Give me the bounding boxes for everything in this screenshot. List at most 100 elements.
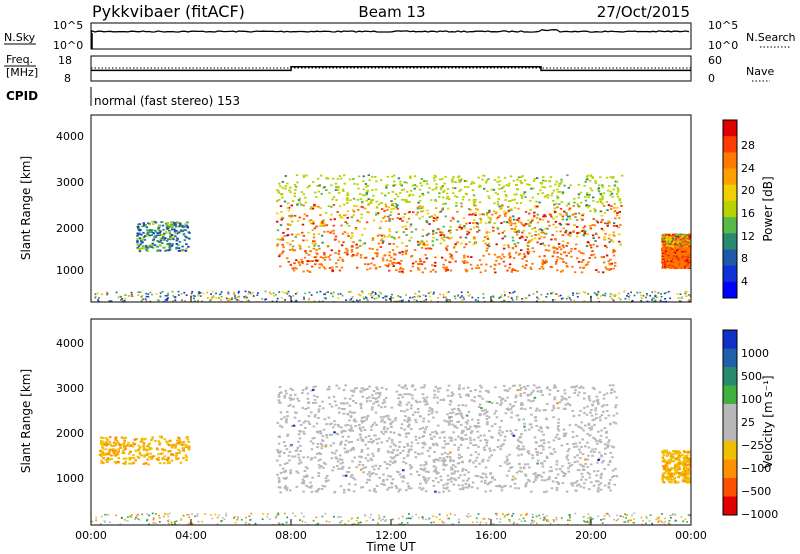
- velocity-cell: [140, 454, 144, 457]
- power-cell: [521, 223, 524, 226]
- power-cell: [365, 185, 368, 188]
- power-speckle: [507, 296, 510, 298]
- velocity-cell: [550, 487, 554, 490]
- velocity-cell: [407, 487, 411, 490]
- power-cell: [470, 256, 473, 258]
- power-cell: [545, 194, 548, 197]
- velocity-cell: [605, 404, 609, 406]
- power-cell: [604, 266, 607, 269]
- power-cell: [387, 235, 390, 238]
- velocity-cell: [582, 429, 585, 432]
- power-cell: [672, 256, 675, 259]
- velocity-cell: [413, 388, 417, 391]
- power-cell: [342, 190, 345, 192]
- power-cell: [618, 233, 621, 236]
- power-cell: [371, 239, 374, 241]
- velocity-cell: [178, 441, 181, 444]
- power-cell: [420, 241, 423, 244]
- power-speckle: [405, 294, 407, 296]
- power-cell: [320, 192, 323, 195]
- power-cell: [681, 237, 684, 240]
- power-cell: [686, 252, 690, 255]
- velocity-cell: [123, 445, 126, 448]
- power-cell: [277, 191, 280, 194]
- velocity-cell: [175, 454, 178, 457]
- velocity-cell: [147, 444, 150, 447]
- power-cell: [392, 265, 395, 267]
- velocity-cell: [509, 408, 513, 411]
- power-cell: [670, 260, 673, 263]
- power-cell: [547, 249, 551, 252]
- power-cell: [411, 184, 415, 187]
- power-cell: [689, 263, 691, 266]
- velocity-cell: [607, 481, 611, 484]
- power-cell: [661, 250, 665, 253]
- velocity-cell: [597, 459, 600, 461]
- velocity-cell: [516, 447, 519, 450]
- power-cell: [165, 227, 169, 230]
- velocity-cell: [541, 479, 544, 482]
- velocity-cell: [373, 421, 377, 424]
- velocity-cell: [407, 485, 411, 488]
- power-cell: [439, 186, 443, 189]
- power-cell: [395, 231, 398, 234]
- power-cell: [597, 187, 600, 190]
- velocity-cell: [395, 390, 399, 393]
- power-cell: [673, 267, 677, 269]
- velocity-cell: [432, 484, 436, 487]
- velocity-cell: [277, 476, 281, 479]
- power-cell: [401, 220, 404, 222]
- velocity-cell: [105, 441, 108, 444]
- colorbar-swatch: [723, 200, 737, 218]
- power-cell: [680, 260, 683, 262]
- power-cell: [684, 244, 687, 247]
- power-cell: [672, 258, 676, 261]
- power-cell: [594, 232, 598, 235]
- power-cell: [317, 177, 320, 180]
- power-cell: [431, 264, 434, 267]
- velocity-cell: [418, 400, 422, 403]
- power-cell: [543, 236, 546, 239]
- power-cell: [597, 271, 600, 273]
- power-cell: [371, 257, 375, 260]
- power-speckle: [677, 297, 680, 299]
- velocity-cell: [132, 457, 136, 460]
- power-cell: [559, 270, 563, 273]
- power-cell: [582, 226, 585, 229]
- velocity-cell: [332, 442, 335, 445]
- power-speckle: [140, 299, 143, 302]
- velocity-cell: [386, 488, 389, 491]
- velocity-cell: [541, 394, 544, 397]
- power-cell: [136, 244, 139, 246]
- power-cell: [466, 233, 469, 236]
- power-cell: [548, 213, 551, 216]
- power-cell: [139, 248, 142, 250]
- velocity-cell: [498, 429, 502, 432]
- power-cell: [517, 217, 521, 220]
- power-cell: [174, 235, 177, 238]
- velocity-cell: [352, 476, 355, 479]
- power-cell: [511, 247, 515, 250]
- power-cell: [474, 212, 477, 214]
- velocity-cell: [129, 457, 132, 460]
- power-cell: [538, 237, 541, 240]
- velocity-cell: [321, 400, 324, 403]
- power-cell: [395, 206, 398, 208]
- power-cell: [434, 261, 437, 264]
- power-cell: [179, 224, 183, 227]
- power-cell: [476, 226, 480, 229]
- power-cell: [448, 237, 451, 240]
- power-cell: [400, 189, 404, 191]
- velocity-cell: [599, 441, 603, 444]
- power-speckle: [504, 300, 507, 302]
- velocity-cell: [370, 428, 373, 431]
- power-cell: [662, 239, 665, 241]
- power-cell: [151, 220, 154, 223]
- velocity-cell: [422, 441, 426, 444]
- power-cell: [158, 241, 162, 243]
- power-cell: [570, 255, 573, 258]
- power-cell: [381, 257, 385, 260]
- power-cell: [511, 269, 514, 271]
- velocity-cell: [508, 462, 511, 465]
- velocity-cell: [602, 410, 605, 413]
